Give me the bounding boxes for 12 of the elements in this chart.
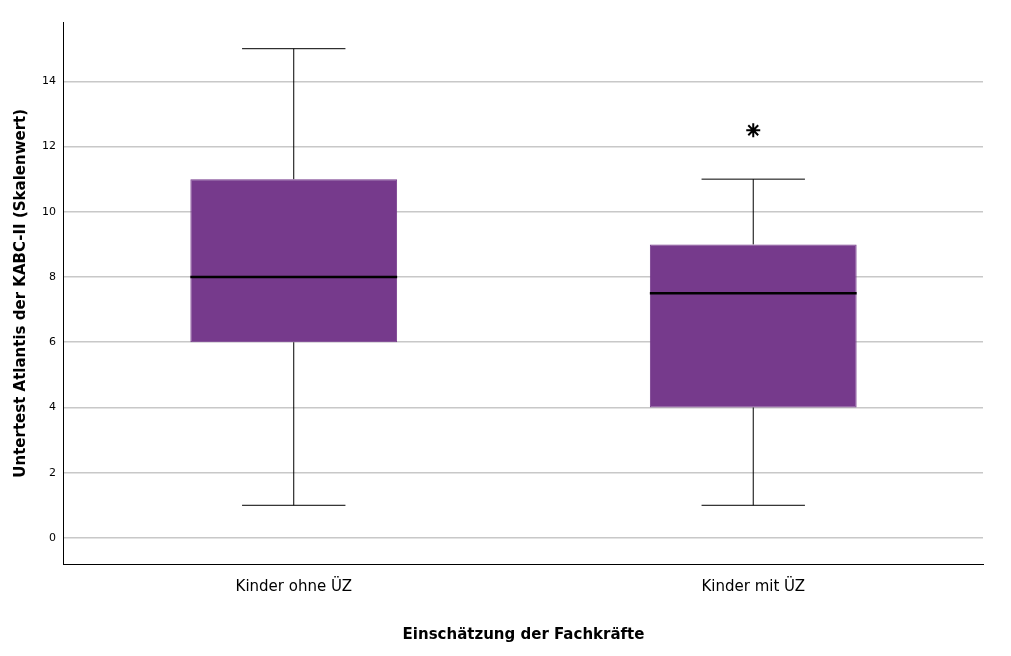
- y-tick-label: 12: [42, 139, 56, 153]
- y-tick-label: 0: [49, 530, 56, 544]
- x-tick-label: Kinder mit ÜZ: [701, 575, 806, 595]
- y-tick-label: 2: [49, 465, 56, 479]
- x-axis-title: Einschätzung der Fachkräfte: [402, 624, 645, 643]
- y-tick-label: 10: [42, 204, 56, 218]
- y-axis-title: Untertest Atlantis der KABC-II (Skalenwert): [10, 108, 29, 478]
- y-tick-label: 14: [42, 74, 56, 88]
- x-tick-label: Kinder ohne ÜZ: [235, 575, 352, 595]
- y-tick-label: 4: [49, 400, 56, 414]
- y-tick-label: 6: [49, 335, 56, 349]
- y-tick-label: 8: [49, 269, 56, 283]
